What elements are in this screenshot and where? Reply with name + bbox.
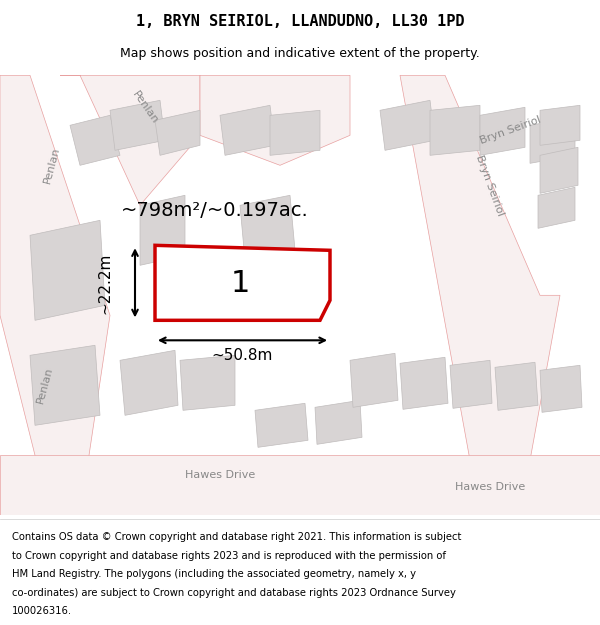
Polygon shape	[180, 355, 235, 410]
Polygon shape	[540, 106, 580, 146]
Text: 100026316.: 100026316.	[12, 606, 72, 616]
Polygon shape	[430, 106, 480, 156]
Text: 1, BRYN SEIRIOL, LLANDUDNO, LL30 1PD: 1, BRYN SEIRIOL, LLANDUDNO, LL30 1PD	[136, 14, 464, 29]
Text: ~50.8m: ~50.8m	[211, 348, 272, 362]
Polygon shape	[450, 360, 492, 408]
Text: to Crown copyright and database rights 2023 and is reproduced with the permissio: to Crown copyright and database rights 2…	[12, 551, 446, 561]
Text: Map shows position and indicative extent of the property.: Map shows position and indicative extent…	[120, 48, 480, 61]
Polygon shape	[200, 76, 350, 166]
Text: Hawes Drive: Hawes Drive	[185, 470, 255, 480]
Polygon shape	[400, 76, 560, 515]
Polygon shape	[155, 246, 330, 320]
Polygon shape	[315, 400, 362, 444]
Polygon shape	[480, 107, 525, 156]
Text: Penlan: Penlan	[35, 366, 55, 405]
Polygon shape	[240, 196, 295, 261]
Polygon shape	[120, 350, 178, 415]
Polygon shape	[140, 196, 185, 266]
Text: Hawes Drive: Hawes Drive	[455, 482, 525, 492]
Polygon shape	[530, 118, 575, 163]
Text: ~22.2m: ~22.2m	[97, 253, 113, 314]
Polygon shape	[538, 188, 575, 228]
Polygon shape	[380, 101, 435, 151]
Text: Penlan: Penlan	[130, 89, 160, 126]
Polygon shape	[30, 345, 100, 425]
Polygon shape	[270, 111, 320, 156]
Polygon shape	[60, 76, 200, 206]
Text: Bryn Seiriol: Bryn Seiriol	[478, 114, 542, 146]
Polygon shape	[30, 221, 105, 320]
Polygon shape	[0, 455, 600, 515]
Text: Bryn Seiriol: Bryn Seiriol	[475, 153, 506, 218]
Polygon shape	[220, 106, 275, 156]
Polygon shape	[70, 116, 120, 166]
Polygon shape	[540, 148, 578, 193]
Polygon shape	[495, 362, 538, 410]
Polygon shape	[255, 403, 308, 448]
Text: Penlan: Penlan	[43, 146, 62, 185]
Polygon shape	[400, 357, 448, 409]
Polygon shape	[110, 101, 165, 151]
Text: co-ordinates) are subject to Crown copyright and database rights 2023 Ordnance S: co-ordinates) are subject to Crown copyr…	[12, 588, 456, 598]
Polygon shape	[155, 111, 200, 156]
Polygon shape	[540, 365, 582, 413]
Text: 1: 1	[230, 269, 250, 298]
Polygon shape	[0, 76, 110, 515]
Polygon shape	[350, 353, 398, 408]
Text: ~798m²/~0.197ac.: ~798m²/~0.197ac.	[121, 201, 309, 220]
Text: Contains OS data © Crown copyright and database right 2021. This information is : Contains OS data © Crown copyright and d…	[12, 532, 461, 542]
Text: HM Land Registry. The polygons (including the associated geometry, namely x, y: HM Land Registry. The polygons (includin…	[12, 569, 416, 579]
